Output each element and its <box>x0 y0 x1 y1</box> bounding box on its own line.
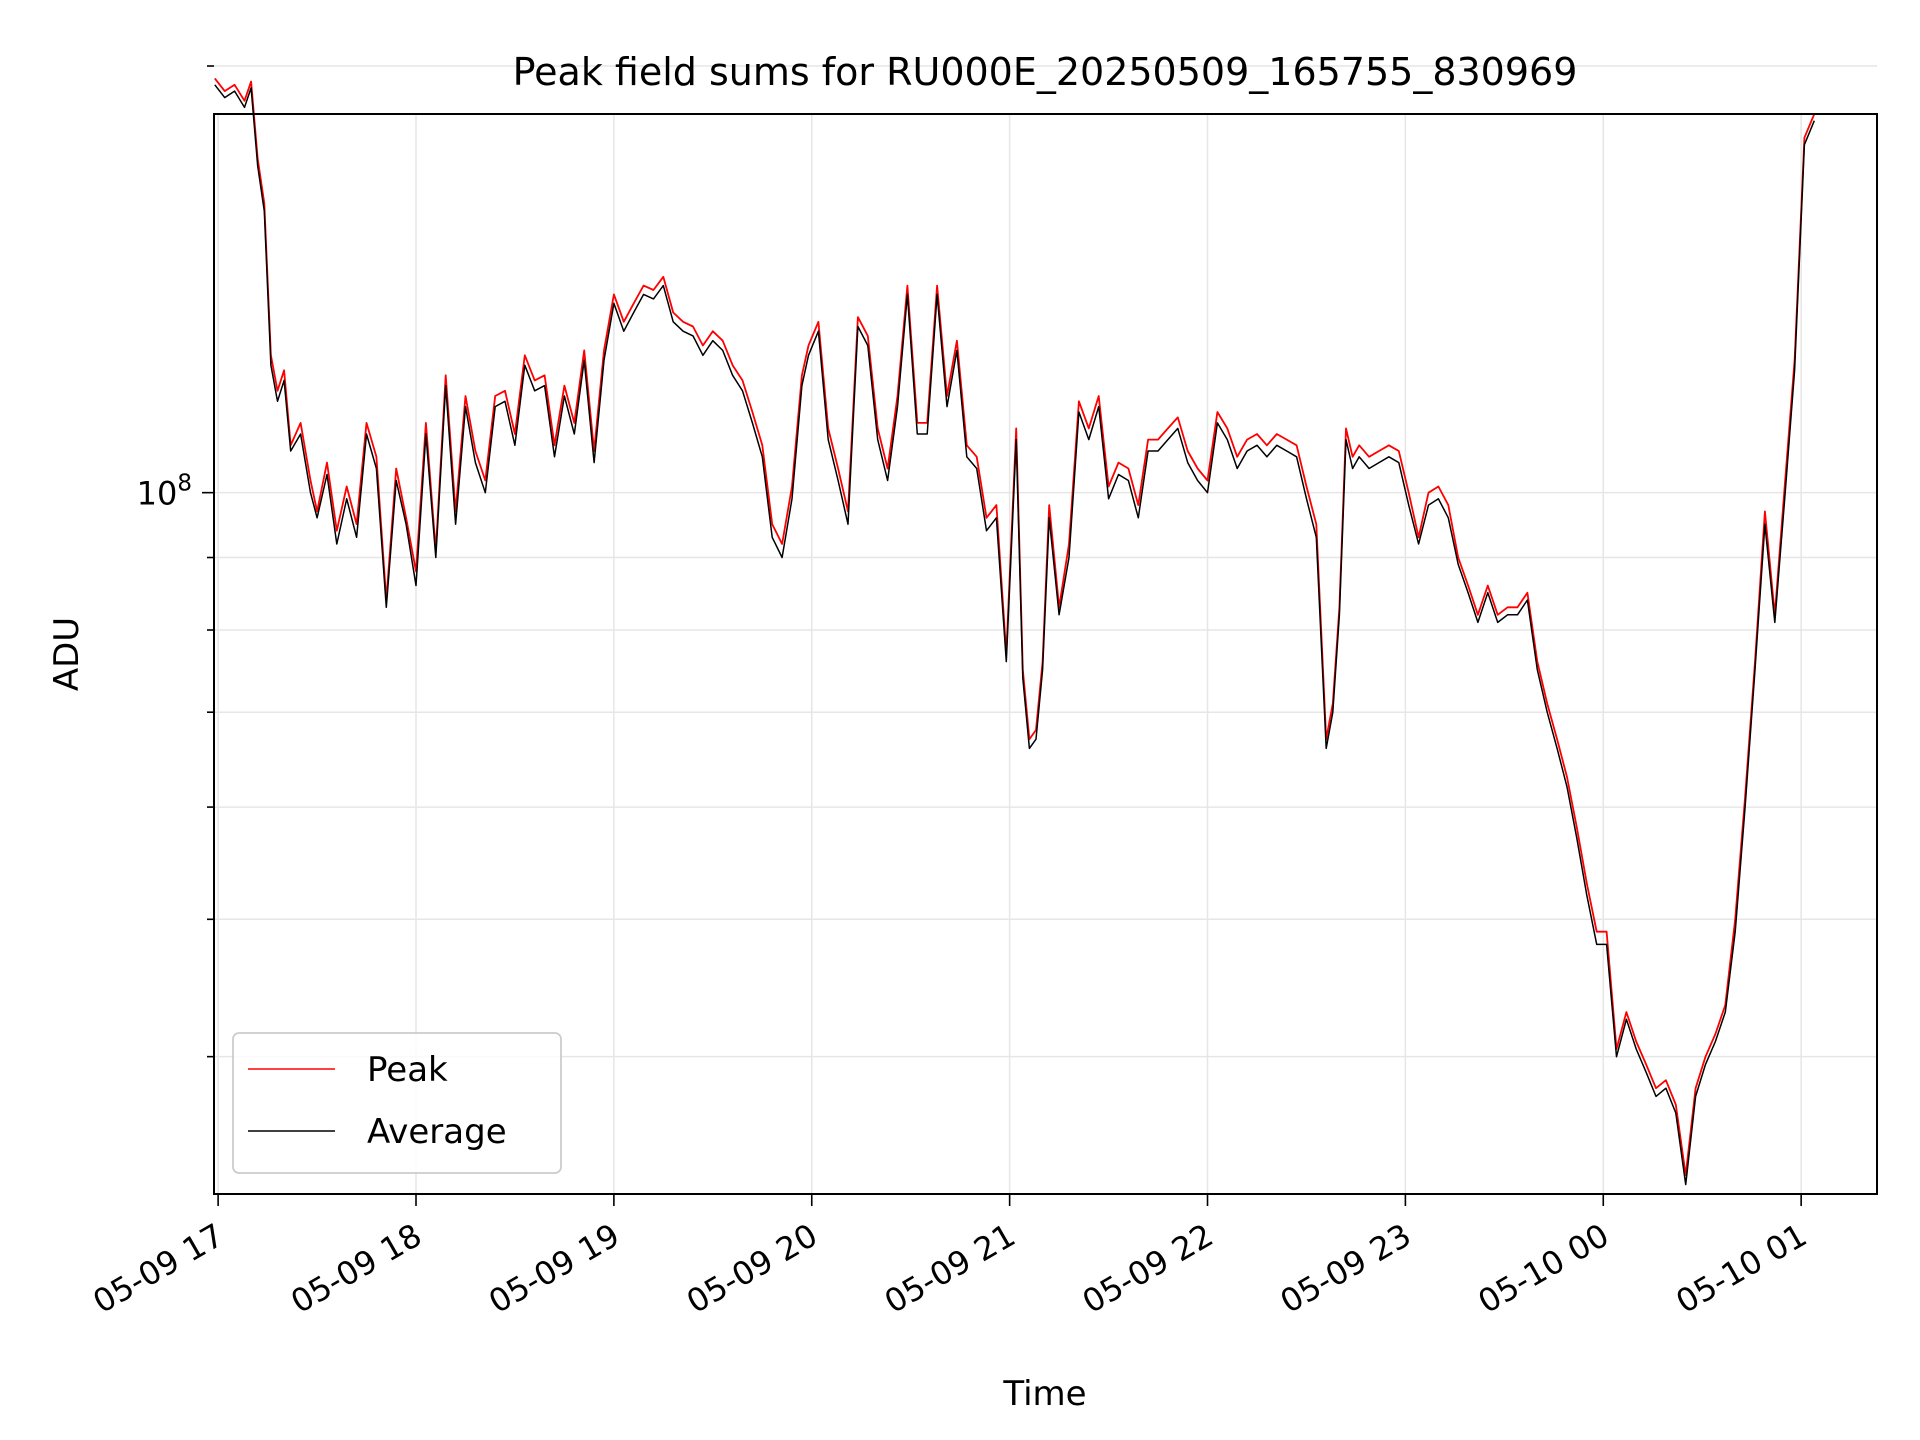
legend-label-peak: Peak <box>367 1050 448 1090</box>
y-tick-label: 108 <box>137 471 192 513</box>
plot-area <box>214 114 1877 1194</box>
series-line-peak <box>214 77 1816 1176</box>
y-axis-label: ADU <box>47 617 87 691</box>
x-axis-label: Time <box>1002 1374 1086 1414</box>
series-lines <box>214 77 1816 1186</box>
series-line-average <box>214 84 1815 1186</box>
legend-label-average: Average <box>367 1112 507 1152</box>
legend-frame <box>232 1032 562 1174</box>
chart-title: Peak field sums for RU000E_20250509_1657… <box>513 50 1578 94</box>
legend: Peak Average <box>232 1032 562 1174</box>
axes-frame <box>213 113 1878 1195</box>
